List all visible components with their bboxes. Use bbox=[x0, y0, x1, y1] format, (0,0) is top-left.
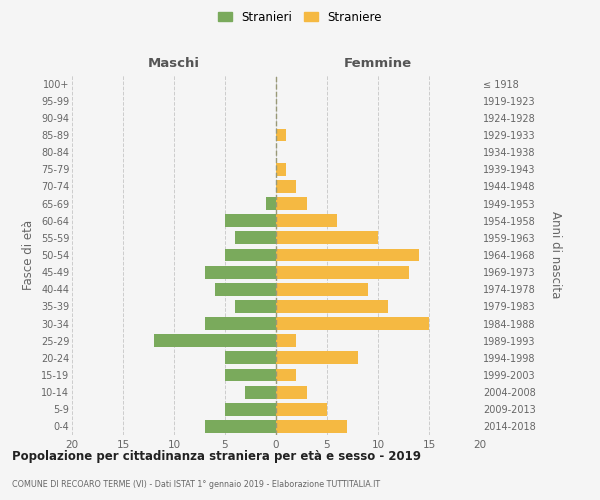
Bar bbox=[225, 352, 276, 364]
Y-axis label: Anni di nascita: Anni di nascita bbox=[550, 212, 562, 298]
Bar bbox=[276, 403, 327, 415]
Bar bbox=[154, 334, 276, 347]
Bar bbox=[276, 197, 307, 210]
Bar bbox=[276, 334, 296, 347]
Bar bbox=[225, 368, 276, 382]
Bar bbox=[276, 386, 307, 398]
Bar bbox=[276, 352, 358, 364]
Bar bbox=[225, 214, 276, 227]
Bar bbox=[276, 180, 296, 193]
Text: Popolazione per cittadinanza straniera per età e sesso - 2019: Popolazione per cittadinanza straniera p… bbox=[12, 450, 421, 463]
Bar bbox=[276, 163, 286, 175]
Bar bbox=[276, 300, 388, 313]
Bar bbox=[205, 317, 276, 330]
Bar bbox=[215, 283, 276, 296]
Text: Femmine: Femmine bbox=[344, 57, 412, 70]
Bar bbox=[266, 197, 276, 210]
Legend: Stranieri, Straniere: Stranieri, Straniere bbox=[213, 6, 387, 28]
Bar bbox=[276, 214, 337, 227]
Bar bbox=[205, 266, 276, 278]
Text: Maschi: Maschi bbox=[148, 57, 200, 70]
Text: COMUNE DI RECOARO TERME (VI) - Dati ISTAT 1° gennaio 2019 - Elaborazione TUTTITA: COMUNE DI RECOARO TERME (VI) - Dati ISTA… bbox=[12, 480, 380, 489]
Bar bbox=[276, 248, 419, 262]
Bar bbox=[276, 283, 368, 296]
Bar bbox=[225, 248, 276, 262]
Y-axis label: Fasce di età: Fasce di età bbox=[22, 220, 35, 290]
Bar bbox=[235, 232, 276, 244]
Bar bbox=[225, 403, 276, 415]
Bar bbox=[276, 128, 286, 141]
Bar bbox=[276, 317, 429, 330]
Bar bbox=[276, 266, 409, 278]
Bar bbox=[276, 420, 347, 433]
Bar bbox=[205, 420, 276, 433]
Bar bbox=[276, 232, 378, 244]
Bar bbox=[276, 368, 296, 382]
Bar bbox=[235, 300, 276, 313]
Bar bbox=[245, 386, 276, 398]
